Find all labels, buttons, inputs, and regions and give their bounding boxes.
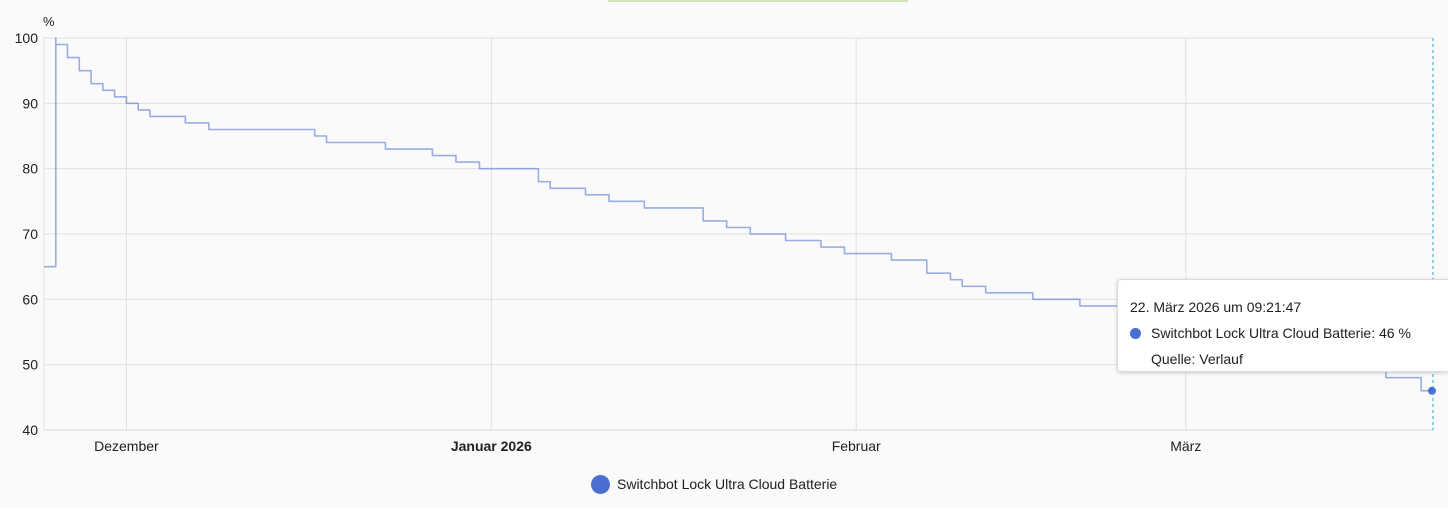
x-tick-label: März [1170,438,1201,454]
y-tick-label: 50 [22,357,38,373]
tooltip-series-value: Switchbot Lock Ultra Cloud Batterie: 46 … [1151,325,1411,341]
series-color-dot-icon [1130,327,1141,339]
legend-dot-icon [591,474,610,494]
y-tick-label: 80 [22,161,38,177]
series-line [44,37,1433,392]
y-tick-label: 70 [22,226,38,242]
y-axis-unit: % [43,14,55,29]
x-tick-label: Dezember [94,438,159,454]
chart-tooltip: 22. März 2026 um 09:21:47 Switchbot Lock… [1117,279,1448,372]
y-tick-label: 100 [15,30,39,46]
tooltip-timestamp: 22. März 2026 um 09:21:47 [1130,299,1302,315]
tooltip-series-row: Switchbot Lock Ultra Cloud Batterie: 46 … [1130,320,1448,346]
y-tick-label: 60 [22,291,38,307]
hover-point-marker [1428,386,1436,395]
y-tick-label: 40 [22,422,38,438]
legend-label: Switchbot Lock Ultra Cloud Batterie [617,476,838,492]
y-tick-label: 90 [22,95,38,111]
x-tick-label: Januar 2026 [451,438,532,454]
tooltip-source: Quelle: Verlauf [1151,351,1243,367]
top-tab-indicator [608,0,908,2]
legend-item[interactable]: Switchbot Lock Ultra Cloud Batterie [591,473,837,495]
x-tick-label: Februar [832,438,881,454]
